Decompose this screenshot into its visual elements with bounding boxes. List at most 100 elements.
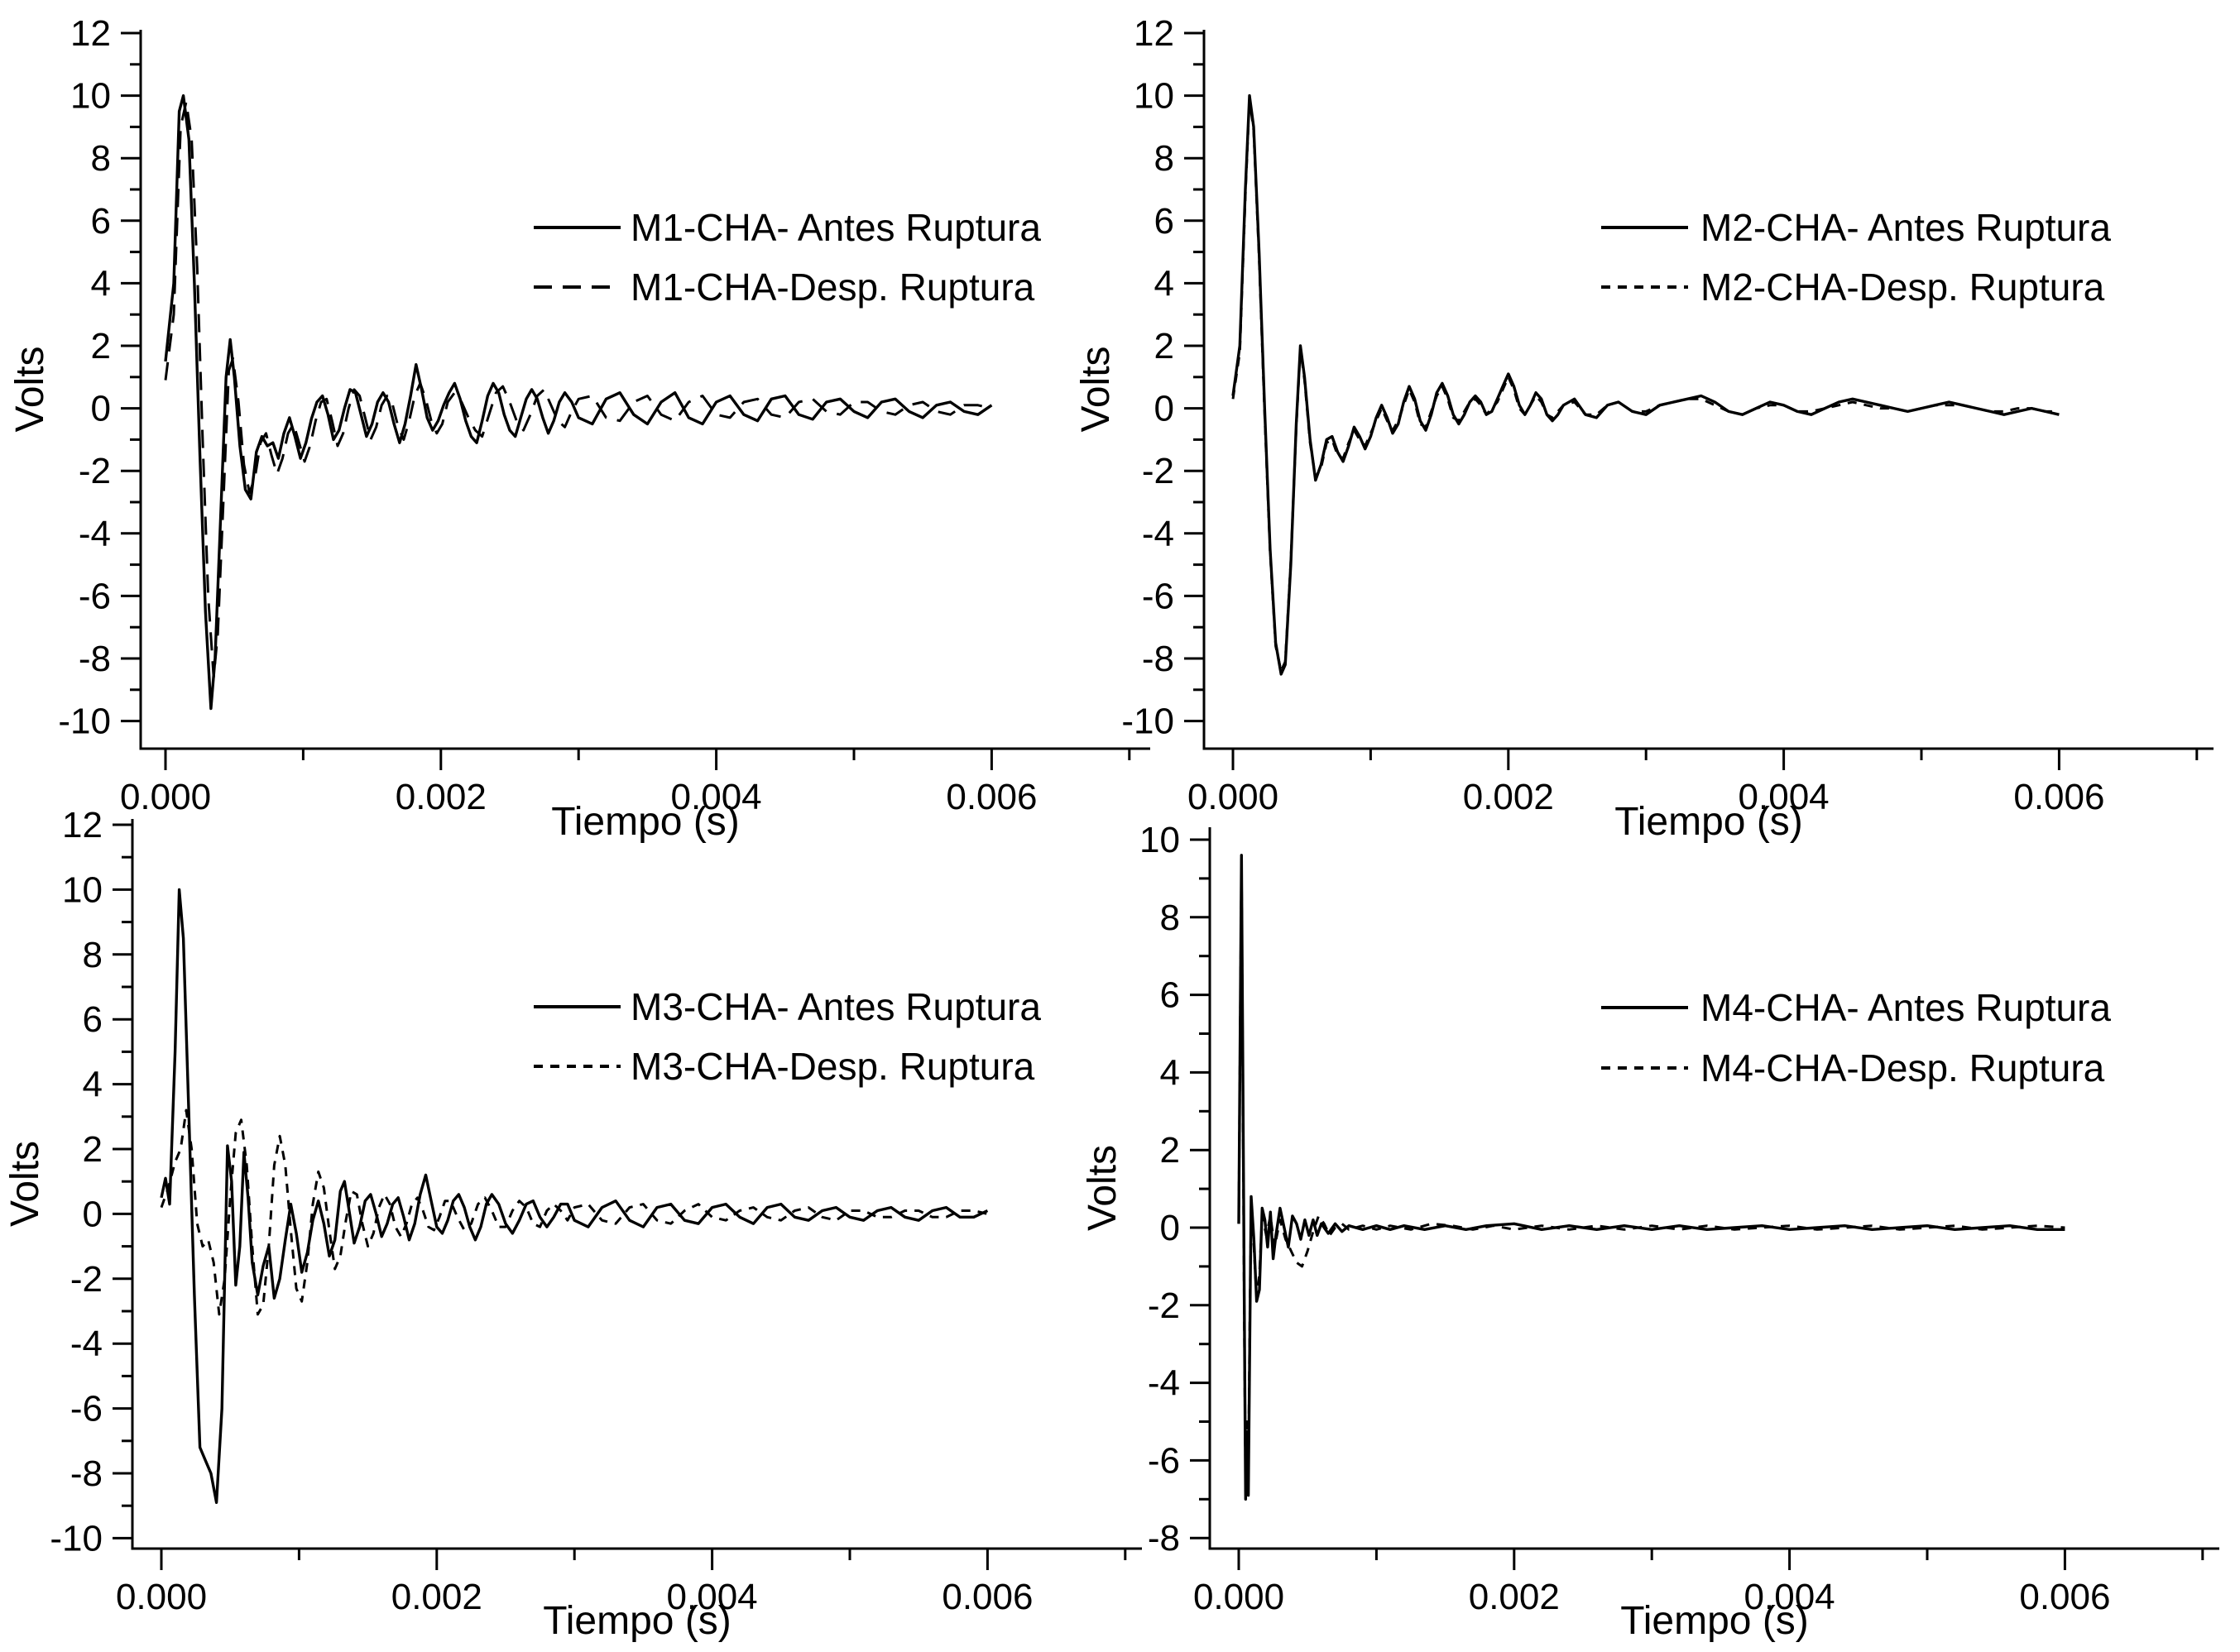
m2-y-tick-label: 12 <box>1134 13 1174 54</box>
m2-x-tick-label: 0.000 <box>1187 777 1278 817</box>
m1-y-tick-label: -6 <box>79 576 111 616</box>
m3-series-0-line <box>160 888 989 1505</box>
m3-y-tick-label: -2 <box>70 1259 103 1300</box>
m2-y-tick-label: 10 <box>1134 76 1174 117</box>
m4-legend-label-0: M4-CHA- Antes Ruptura <box>1700 986 2111 1029</box>
m4-y-axis-title: Volts <box>1081 1145 1125 1231</box>
m3-legend-label-1: M3-CHA-Desp. Ruptura <box>631 1045 1035 1088</box>
m1-y-tick-label: -4 <box>79 514 111 554</box>
m1-x-ticks: 0.000 0.002 0.004 0.006 <box>120 749 1131 817</box>
m4-x-tick-label: 0.004 <box>1744 1577 1835 1617</box>
m2-x-tick-label: 0.002 <box>1463 777 1554 817</box>
m3-y-tick-label: -4 <box>70 1324 103 1364</box>
m2-y-tick-label: -10 <box>1121 702 1174 742</box>
m4-y-tick-label: 2 <box>1160 1130 1180 1171</box>
m1-y-tick-label: 4 <box>91 263 111 304</box>
m1-y-tick-label: 6 <box>91 201 111 242</box>
m2-x-tick-label: 0.004 <box>1739 777 1830 817</box>
m2-y-tick-label: 6 <box>1154 201 1174 242</box>
chart-m4: 10 8 6 4 2 0 -2 -4 -6 -8 0.000 0.002 0.004 0.006 Volts… <box>1081 820 2219 1643</box>
m1-y-tick-label: 8 <box>91 138 111 179</box>
m4-y-tick-label: 0 <box>1160 1208 1180 1248</box>
m1-legend-label-0: M1-CHA- Antes Ruptura <box>631 206 1041 249</box>
m3-legend-label-0: M3-CHA- Antes Ruptura <box>631 985 1041 1028</box>
m4-x-axis-title: Tiempo (s) <box>1620 1599 1809 1643</box>
m4-x-tick-label: 0.002 <box>1469 1577 1560 1617</box>
m4-x-tick-label: 0.006 <box>2019 1577 2110 1617</box>
m3-y-tick-label: 10 <box>62 869 103 910</box>
m1-x-tick-label: 0.006 <box>946 777 1037 817</box>
m4-series-0-line <box>1237 854 2065 1501</box>
m2-legend-label-0: M2-CHA- Antes Ruptura <box>1700 206 2111 249</box>
m3-y-tick-label: -8 <box>70 1453 103 1494</box>
m2-legend: M2-CHA- Antes Ruptura M2-CHA-Desp. Ruptur… <box>1601 206 2111 309</box>
m1-legend-label-1: M1-CHA-Desp. Ruptura <box>631 266 1035 309</box>
m2-series-0-line <box>1231 93 2060 676</box>
m2-legend-label-1: M2-CHA-Desp. Ruptura <box>1700 266 2105 309</box>
m3-x-tick-label: 0.004 <box>667 1577 758 1617</box>
m2-y-tick-label: -6 <box>1142 576 1174 616</box>
m1-y-ticks: 12 10 8 6 4 2 0 -2 -4 -6 -8 -10 <box>58 13 141 742</box>
m2-y-axis-title: Volts <box>1074 346 1118 432</box>
m3-x-tick-label: 0.000 <box>116 1577 207 1617</box>
m2-x-ticks: 0.000 0.002 0.004 0.006 <box>1187 749 2199 817</box>
m1-x-axis-title: Tiempo (s) <box>551 800 740 844</box>
m4-legend-label-1: M4-CHA-Desp. Ruptura <box>1700 1046 2105 1089</box>
m2-series-1-line <box>1231 97 2060 673</box>
m4-x-ticks: 0.000 0.002 0.004 0.006 <box>1193 1549 2204 1617</box>
m4-y-tick-label: 10 <box>1139 820 1180 860</box>
m4-y-tick-label: 4 <box>1160 1052 1180 1093</box>
m2-y-tick-label: 8 <box>1154 138 1174 179</box>
m2-y-tick-label: -4 <box>1142 514 1174 554</box>
m2-x-axis-title: Tiempo (s) <box>1614 800 1803 844</box>
m3-series-1-line <box>160 1109 988 1316</box>
m3-axis-lines <box>131 819 1142 1550</box>
chart-m3: 12 10 8 6 4 2 0 -2 -4 -6 -8 -10 0.000 0.002 0.004 0.006… <box>3 805 1142 1643</box>
m2-x-tick-label: 0.006 <box>2013 777 2104 817</box>
m1-series-1-line <box>164 100 992 679</box>
m1-y-tick-label: -10 <box>58 702 111 742</box>
m1-y-tick-label: 0 <box>91 389 111 429</box>
m4-y-tick-label: 8 <box>1160 898 1180 938</box>
m1-y-tick-label: 2 <box>91 326 111 366</box>
m1-y-tick-label: 12 <box>70 13 111 54</box>
m3-x-tick-label: 0.002 <box>391 1577 482 1617</box>
m3-y-tick-label: 2 <box>83 1129 103 1170</box>
m2-y-tick-label: 4 <box>1154 263 1174 304</box>
m1-x-tick-label: 0.002 <box>396 777 487 817</box>
m1-y-axis-title: Volts <box>8 346 52 432</box>
m4-y-tick-label: -8 <box>1148 1518 1180 1559</box>
m3-y-tick-label: 0 <box>83 1194 103 1234</box>
m3-y-tick-label: -6 <box>70 1389 103 1429</box>
m3-y-tick-label: 8 <box>83 935 103 975</box>
m4-legend: M4-CHA- Antes Ruptura M4-CHA-Desp. Ruptur… <box>1601 986 2111 1089</box>
m3-x-axis-title: Tiempo (s) <box>543 1599 731 1643</box>
m3-x-tick-label: 0.006 <box>942 1577 1033 1617</box>
m2-y-tick-label: 2 <box>1154 326 1174 366</box>
m2-y-ticks: 12 10 8 6 4 2 0 -2 -4 -6 -8 -10 <box>1121 13 1204 742</box>
m1-y-tick-label: 10 <box>70 76 111 117</box>
m3-y-tick-label: 6 <box>83 999 103 1040</box>
m1-y-tick-label: -8 <box>79 639 111 679</box>
m4-axis-lines <box>1208 827 2219 1550</box>
m1-x-tick-label: 0.000 <box>120 777 211 817</box>
m3-y-tick-label: 12 <box>62 805 103 845</box>
m4-y-tick-label: -2 <box>1148 1286 1180 1326</box>
m1-x-tick-label: 0.004 <box>671 777 762 817</box>
m2-y-tick-label: -2 <box>1142 451 1174 491</box>
m2-y-tick-label: -8 <box>1142 639 1174 679</box>
m4-x-tick-label: 0.000 <box>1193 1577 1284 1617</box>
m3-x-ticks: 0.000 0.002 0.004 0.006 <box>116 1549 1127 1617</box>
m2-axis-lines <box>1202 30 2214 750</box>
m2-y-tick-label: 0 <box>1154 389 1174 429</box>
m1-axis-lines <box>139 30 1150 750</box>
m1-y-tick-label: -2 <box>79 451 111 491</box>
m4-y-tick-label: -6 <box>1148 1440 1180 1481</box>
m3-y-tick-label: -10 <box>50 1518 103 1559</box>
m4-y-tick-label: 6 <box>1160 975 1180 1016</box>
m4-y-tick-label: -4 <box>1148 1363 1180 1404</box>
chart-m1: 12 10 8 6 4 2 0 -2 -4 -6 -8 -100.000 0.002 0.004 0.006… <box>8 13 1150 844</box>
m4-y-ticks: 10 8 6 4 2 0 -2 -4 -6 -8 <box>1139 820 1210 1559</box>
m3-y-axis-title: Volts <box>3 1141 47 1227</box>
